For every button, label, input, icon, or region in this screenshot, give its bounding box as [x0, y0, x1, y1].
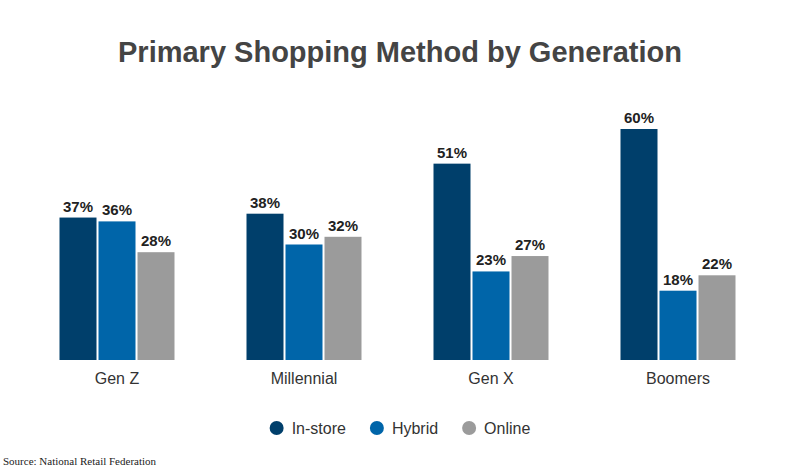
- bar: [325, 237, 362, 360]
- source: Source: National Retail Federation: [3, 455, 157, 467]
- x-tick-label: Millennial: [271, 370, 338, 387]
- legend-marker: [462, 421, 476, 435]
- data-label: 60%: [624, 109, 654, 126]
- data-label: 27%: [515, 236, 545, 253]
- bar: [621, 129, 658, 360]
- bar: [660, 291, 697, 360]
- bar: [434, 164, 471, 360]
- bar: [99, 221, 136, 360]
- data-label: 28%: [141, 232, 171, 249]
- bar: [473, 271, 510, 360]
- legend-label: Online: [484, 420, 530, 437]
- x-tick-label: Gen Z: [95, 370, 140, 387]
- bars: [60, 129, 736, 360]
- x-tick-label: Gen X: [468, 370, 514, 387]
- bar: [60, 218, 97, 360]
- chart: Primary Shopping Method by Generation 37%…: [0, 0, 800, 473]
- data-label: 38%: [250, 194, 280, 211]
- bar: [699, 275, 736, 360]
- bar: [512, 256, 549, 360]
- data-label: 37%: [63, 198, 93, 215]
- legend-marker: [270, 421, 284, 435]
- legend-label: In-store: [292, 420, 346, 437]
- data-label: 18%: [663, 271, 693, 288]
- x-axis: Gen Z Millennial Gen X Boomers: [95, 370, 710, 387]
- data-label: 23%: [476, 251, 506, 268]
- bar: [138, 252, 175, 360]
- data-label: 30%: [289, 225, 319, 242]
- title: Primary Shopping Method by Generation: [118, 36, 682, 68]
- data-label: 36%: [102, 201, 132, 218]
- legend-marker: [370, 421, 384, 435]
- bar: [286, 245, 323, 361]
- data-label: 51%: [437, 144, 467, 161]
- data-label: 22%: [702, 255, 732, 272]
- bar: [247, 214, 284, 360]
- data-label: 32%: [328, 217, 358, 234]
- legend: In-store Hybrid Online: [270, 420, 531, 437]
- x-tick-label: Boomers: [646, 370, 710, 387]
- legend-label: Hybrid: [392, 420, 438, 437]
- data-labels: 37% 36% 28% 38% 30% 32% 51% 23% 27% 60% 18% 22%: [63, 109, 732, 288]
